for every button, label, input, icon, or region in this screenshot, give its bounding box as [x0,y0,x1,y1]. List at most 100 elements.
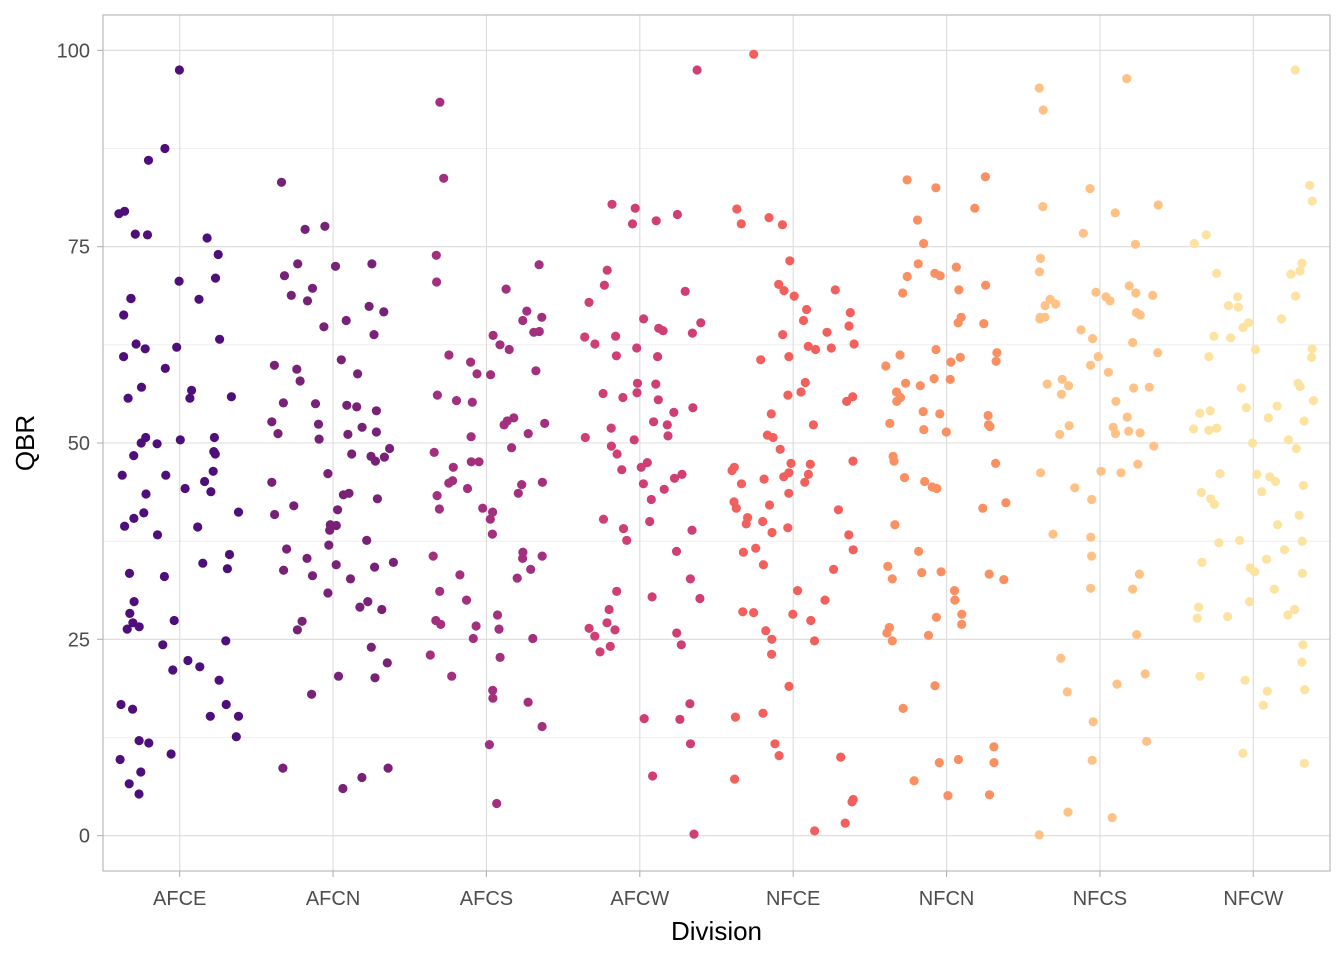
point-nfcn [919,238,929,249]
point-nfcn [951,262,961,272]
point-nfcs [1064,421,1074,431]
point-afce [134,622,144,632]
point-afcn [324,540,334,550]
point-afcs [451,396,462,406]
point-nfcw [1283,435,1293,445]
point-afcw [584,623,594,633]
point-nfcw [1286,269,1296,279]
point-nfce [783,523,793,533]
point-afce [231,732,241,742]
point-nfcw [1214,538,1224,548]
point-afce [175,435,185,445]
point-afce [198,558,208,568]
point-nfcn [953,754,964,765]
point-afcn [323,588,333,598]
point-nfcs [1128,337,1138,348]
point-nfcs [1056,389,1066,399]
point-nfcs [1122,412,1132,422]
point-afcw [639,314,649,324]
x-tick-label-nfcn: NFCN [919,888,975,910]
point-nfce [809,636,820,646]
point-afcw [632,388,642,398]
point-afcs [429,447,439,457]
point-afce [119,310,129,320]
point-nfcn [909,776,919,786]
point-afcw [695,593,705,604]
point-nfcn [945,374,955,384]
point-afcw [632,378,643,388]
point-nfcs [1070,483,1080,493]
point-afcw [646,494,656,505]
point-afce [161,470,171,480]
data-points [114,49,1319,840]
point-nfcn [885,418,895,428]
point-afcs [495,652,505,663]
point-nfcw [1248,438,1258,448]
point-nfcw [1262,554,1272,564]
point-afcn [276,177,287,187]
point-nfce [800,477,810,487]
point-nfcn [991,356,1001,366]
point-afce [187,385,197,395]
point-afcs [466,457,476,467]
point-nfcw [1295,381,1305,392]
point-nfcn [929,374,939,384]
point-afce [202,233,212,243]
point-afcs [507,443,517,453]
point-nfce [778,330,788,340]
point-nfcs [1042,379,1052,389]
point-afcw [629,435,639,445]
point-afcw [617,465,627,475]
point-afce [205,711,215,721]
point-nfcs [1107,813,1117,823]
point-afcn [330,261,341,271]
point-afce [116,699,126,710]
point-afcn [338,490,348,500]
point-afcs [471,621,481,631]
point-nfcw [1308,396,1319,406]
y-axis-title: QBR [10,415,40,471]
point-afcn [352,402,362,412]
point-nfce [738,547,749,557]
point-nfcw [1252,469,1262,479]
point-nfcs [1133,459,1143,469]
point-afcn [385,443,395,454]
point-afce [221,699,231,710]
point-afcn [293,259,303,269]
point-nfce [830,285,840,295]
point-afcn [325,525,335,535]
x-tick-label-afcs: AFCS [460,888,513,910]
point-afcw [649,417,659,427]
point-nfcn [887,636,897,646]
x-tick-label-afcn: AFCN [306,888,360,910]
point-nfcs [1144,382,1154,392]
point-afcs [526,564,536,575]
point-afcw [687,328,698,338]
point-nfce [833,505,844,515]
point-nfce [784,681,794,692]
point-afcs [432,491,442,501]
point-afcw [651,216,661,226]
point-nfcs [1093,352,1103,362]
point-afcw [653,352,663,362]
point-nfcn [950,595,960,605]
point-nfcs [1148,290,1158,300]
point-nfce [767,649,777,659]
point-nfcw [1279,545,1290,555]
point-afcn [267,417,277,427]
point-afcs [462,483,473,494]
point-nfcw [1197,557,1207,568]
point-afcn [295,376,305,386]
point-nfcn [902,175,912,185]
point-nfcn [978,503,988,513]
point-afcn [371,427,381,437]
point-nfcn [919,425,929,435]
point-afcs [494,624,504,634]
point-afcw [612,586,622,597]
point-afcs [522,306,532,316]
point-afcn [320,221,330,231]
point-afcw [672,628,682,638]
point-afcw [632,343,642,353]
point-afcw [611,351,622,361]
